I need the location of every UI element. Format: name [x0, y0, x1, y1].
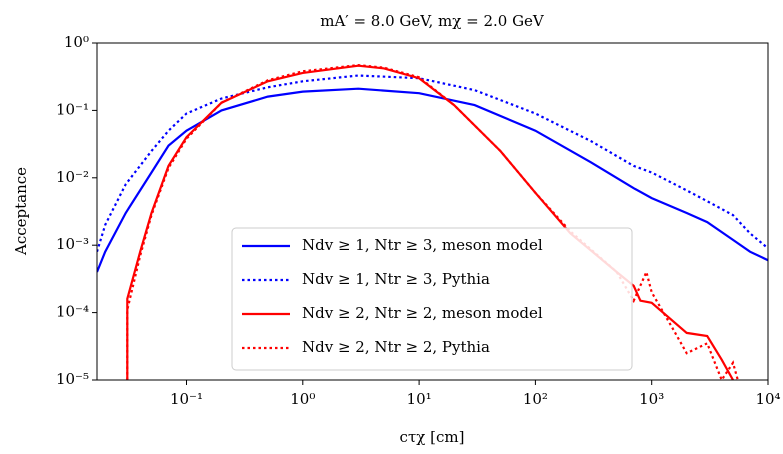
x-tick-label: 10⁰ — [290, 390, 315, 408]
y-tick-label: 10⁻² — [56, 168, 89, 186]
legend-label: Ndv ≥ 1, Ntr ≥ 3, Pythia — [302, 270, 490, 288]
x-tick-label: 10³ — [639, 390, 664, 408]
x-tick-label: 10¹ — [407, 390, 432, 408]
y-tick-label: 10⁻⁵ — [56, 370, 89, 388]
y-tick-label: 10⁻³ — [56, 235, 89, 253]
plot-frame — [96, 42, 769, 381]
legend-label: Ndv ≥ 1, Ntr ≥ 3, meson model — [302, 236, 543, 254]
series-line — [97, 74, 768, 253]
x-axis-label: cτχ [cm] — [400, 428, 465, 446]
y-tick-label: 10⁻¹ — [56, 100, 89, 118]
chart-title: mA′ = 8.0 GeV, mχ = 2.0 GeV — [320, 12, 545, 30]
x-tick-label: 10⁻¹ — [170, 390, 203, 408]
x-tick-label: 10² — [523, 390, 548, 408]
series-line — [126, 63, 739, 380]
y-axis-label: Acceptance — [12, 167, 30, 256]
y-tick-label: 10⁻⁴ — [56, 303, 89, 321]
series-line — [126, 64, 734, 380]
x-tick-label: 10⁴ — [755, 390, 780, 408]
legend-label: Ndv ≥ 2, Ntr ≥ 2, meson model — [302, 304, 543, 322]
legend-label: Ndv ≥ 2, Ntr ≥ 2, Pythia — [302, 338, 490, 356]
legend-box — [231, 227, 633, 371]
series-line — [97, 87, 768, 273]
y-tick-label: 10⁰ — [64, 33, 89, 51]
